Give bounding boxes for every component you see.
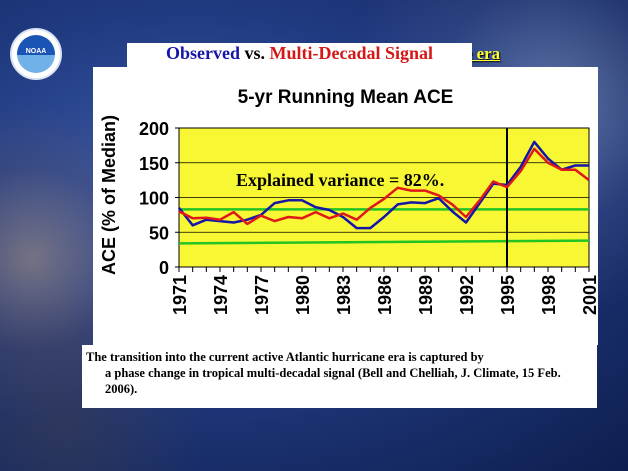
reference-line — [178, 239, 590, 245]
chart-title: 5-yr Running Mean ACE — [237, 87, 454, 108]
x-tick-label: 1995 — [498, 275, 518, 315]
x-tick-label: 2001 — [580, 275, 600, 315]
x-tick-label: 1971 — [170, 275, 190, 315]
legend-vs: vs. — [239, 43, 270, 63]
series-line-signal — [178, 147, 590, 226]
legend-observed: Observed — [165, 43, 240, 63]
x-tick-label: 1986 — [375, 275, 395, 315]
caption-line-1: The transition into the current active A… — [86, 350, 484, 364]
caption-box: The transition into the current active A… — [82, 345, 597, 408]
y-tick-label: 150 — [139, 154, 169, 174]
chart-subtitle: Observed vs. Multi-Decadal Signal — [127, 43, 472, 68]
x-tick-label: 1980 — [293, 275, 313, 315]
y-axis-label: ACE (% of Median) — [99, 115, 119, 275]
x-tick-label: 1992 — [457, 275, 477, 315]
x-tick-label: 1998 — [539, 275, 559, 315]
x-tick-label: 1983 — [334, 275, 354, 315]
y-tick-label: 200 — [139, 119, 169, 139]
y-tick-label: 50 — [149, 223, 169, 243]
x-tick-label: 1974 — [211, 275, 231, 315]
noaa-logo-emblem: NOAA — [17, 35, 55, 73]
noaa-logo-text: NOAA — [25, 48, 47, 55]
y-axis-label-wrap: ACE (% of Median) — [94, 95, 134, 295]
noaa-logo: NOAA — [10, 28, 62, 80]
caption-continuation: a phase change in tropical multi-decadal… — [105, 366, 561, 396]
legend-signal: Multi-Decadal Signal — [269, 43, 434, 63]
x-tick-label: 1977 — [252, 275, 272, 315]
x-tick-label: 1989 — [416, 275, 436, 315]
y-tick-label: 0 — [159, 258, 169, 278]
y-tick-label: 100 — [139, 189, 169, 209]
series-line-observed — [178, 140, 589, 230]
explained-variance-annotation: Explained variance = 82%. — [236, 170, 444, 190]
